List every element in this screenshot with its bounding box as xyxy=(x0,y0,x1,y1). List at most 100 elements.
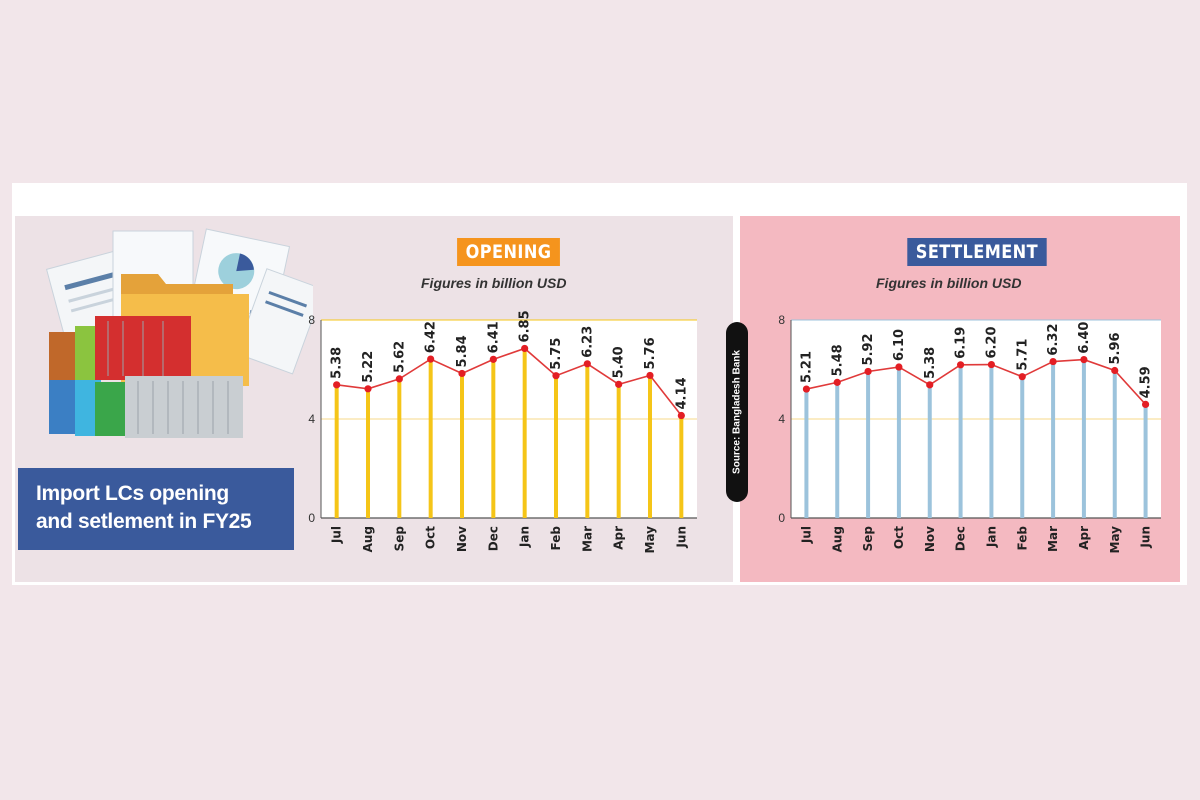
opening-chart-subtitle: Figures in billion USD xyxy=(421,275,567,291)
opening-bar-Feb xyxy=(554,375,558,518)
settlement-bar-Dec xyxy=(958,364,963,518)
opening-data-label-Sep: 5.62 xyxy=(392,341,407,373)
settlement-x-tick-label-Jan: Jan xyxy=(984,526,998,548)
opening-point-Jun xyxy=(677,411,685,420)
opening-x-tick-label-Mar: Mar xyxy=(580,526,594,552)
opening-data-label-Mar: 6.23 xyxy=(580,326,595,358)
settlement-y-tick-label: 4 xyxy=(778,412,785,426)
settlement-x-tick-label-Nov: Nov xyxy=(923,526,937,552)
settlement-x-tick-label-Feb: Feb xyxy=(1015,526,1029,551)
settlement-data-label-May: 5.96 xyxy=(1108,332,1123,364)
opening-x-tick-label-Apr: Apr xyxy=(612,526,626,550)
opening-bar-Nov xyxy=(460,373,464,518)
opening-point-Mar xyxy=(583,360,591,368)
settlement-point-Apr xyxy=(1080,356,1088,364)
settlement-bar-Mar xyxy=(1051,361,1056,518)
settlement-bar-Jul xyxy=(804,389,809,518)
opening-point-Jan xyxy=(521,344,529,353)
settlement-x-tick-label-Oct: Oct xyxy=(892,526,906,549)
settlement-point-May xyxy=(1111,366,1119,375)
settlement-bar-Aug xyxy=(835,382,840,518)
opening-data-label-Aug: 5.22 xyxy=(361,351,376,383)
opening-y-tick-label: 8 xyxy=(308,313,315,327)
settlement-bar-Oct xyxy=(896,367,901,518)
opening-bar-Jul xyxy=(334,384,339,518)
settlement-data-label-Mar: 6.32 xyxy=(1046,324,1061,356)
opening-bar-Jan xyxy=(522,348,527,518)
opening-x-tick-label-Oct: Oct xyxy=(424,526,438,549)
settlement-point-Jun xyxy=(1141,400,1150,408)
opening-x-tick-label-Nov: Nov xyxy=(455,526,469,552)
opening-x-tick-label-Feb: Feb xyxy=(549,526,563,551)
settlement-point-Feb xyxy=(1018,373,1026,381)
opening-data-label-Feb: 5.75 xyxy=(549,338,564,370)
opening-bar-Oct xyxy=(428,359,433,518)
opening-x-tick-label-May: May xyxy=(643,526,657,554)
infographic-title: Import LCs opening and setlement in FY25 xyxy=(18,468,294,550)
settlement-data-label-Feb: 5.71 xyxy=(1015,339,1030,371)
settlement-data-label-Sep: 5.92 xyxy=(861,333,876,365)
settlement-x-tick-label-Sep: Sep xyxy=(861,526,875,552)
opening-point-Aug xyxy=(364,385,372,393)
settlement-point-Oct xyxy=(895,363,903,371)
settlement-x-tick-label-Apr: Apr xyxy=(1077,526,1091,550)
settlement-bar-Apr xyxy=(1081,359,1086,518)
settlement-x-tick-label-Jun: Jun xyxy=(1139,526,1153,549)
opening-bar-Aug xyxy=(366,388,370,518)
source-badge: Source: Bangladesh Bank xyxy=(726,322,748,502)
opening-chart-title: OPENING xyxy=(457,238,560,266)
opening-bar-Mar xyxy=(585,363,590,518)
settlement-y-tick-label: 8 xyxy=(778,313,785,327)
opening-bar-Apr xyxy=(616,384,621,518)
settlement-point-Sep xyxy=(864,367,872,376)
settlement-data-label-Oct: 6.10 xyxy=(892,329,907,361)
opening-x-tick-label-Sep: Sep xyxy=(392,526,406,552)
settlement-x-tick-label-May: May xyxy=(1108,526,1122,554)
settlement-data-label-Jul: 5.21 xyxy=(799,351,814,383)
opening-point-Apr xyxy=(615,380,623,388)
opening-x-tick-label-Jan: Jan xyxy=(518,526,532,548)
settlement-bar-Jan xyxy=(989,364,994,518)
opening-data-label-Apr: 5.40 xyxy=(612,346,627,378)
settlement-point-Jan xyxy=(987,360,996,369)
settlement-data-label-Apr: 6.40 xyxy=(1077,322,1092,354)
settlement-bar-Feb xyxy=(1020,376,1025,518)
settlement-y-tick-label: 0 xyxy=(778,511,785,525)
settlement-data-label-Aug: 5.48 xyxy=(830,344,845,376)
settlement-point-Jul xyxy=(802,385,811,393)
settlement-x-tick-label-Mar: Mar xyxy=(1046,526,1060,552)
opening-bar-May xyxy=(648,375,652,518)
settlement-x-tick-label-Dec: Dec xyxy=(954,526,968,551)
settlement-data-label-Dec: 6.19 xyxy=(954,327,969,359)
opening-point-Sep xyxy=(395,375,403,383)
opening-data-label-Jan: 6.85 xyxy=(518,310,533,342)
opening-bar-Jun xyxy=(679,415,684,518)
settlement-chart-subtitle: Figures in billion USD xyxy=(876,275,1022,291)
opening-series-line xyxy=(336,347,682,417)
opening-data-label-Jul: 5.38 xyxy=(330,347,345,379)
opening-data-label-Nov: 5.84 xyxy=(455,335,470,367)
opening-point-Oct xyxy=(427,355,435,363)
opening-y-tick-label: 4 xyxy=(308,412,315,426)
settlement-data-label-Jan: 6.20 xyxy=(984,326,999,358)
opening-y-tick-label: 0 xyxy=(308,511,315,525)
title-line-2: and setlement in FY25 xyxy=(36,510,252,533)
settlement-data-label-Nov: 5.38 xyxy=(923,347,938,379)
opening-point-Dec xyxy=(489,355,497,363)
folder-containers-illustration xyxy=(45,228,313,438)
settlement-x-tick-label-Aug: Aug xyxy=(830,526,844,552)
settlement-bar-Nov xyxy=(927,384,932,518)
opening-point-May xyxy=(646,371,654,380)
settlement-chart-title: SETTLEMENT xyxy=(907,238,1047,266)
opening-data-label-Jun: 4.14 xyxy=(674,377,689,409)
opening-data-label-Dec: 6.41 xyxy=(486,321,501,353)
opening-bar-Dec xyxy=(491,359,496,518)
opening-x-tick-label-Jul: Jul xyxy=(330,526,344,544)
opening-x-tick-label-Jun: Jun xyxy=(674,526,688,549)
opening-point-Nov xyxy=(458,369,466,378)
settlement-series-line xyxy=(806,358,1147,405)
opening-point-Jul xyxy=(333,381,341,389)
settlement-bar-Sep xyxy=(866,371,871,518)
settlement-bar-May xyxy=(1112,370,1117,518)
